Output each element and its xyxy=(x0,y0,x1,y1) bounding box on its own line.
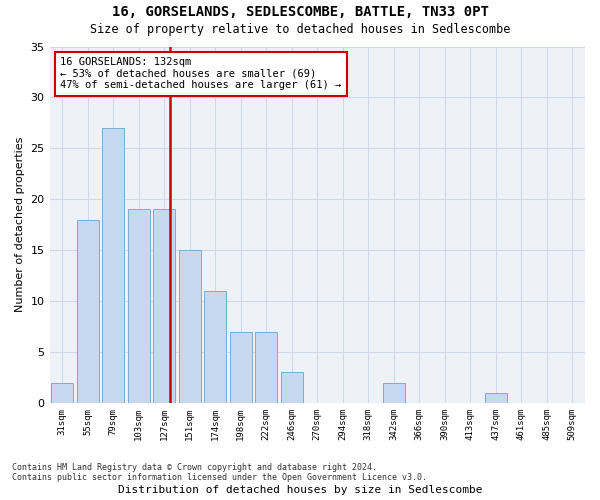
Bar xyxy=(256,332,277,403)
Bar xyxy=(154,210,175,403)
Bar xyxy=(77,220,98,403)
Bar xyxy=(383,382,404,403)
Y-axis label: Number of detached properties: Number of detached properties xyxy=(15,137,25,312)
Text: Contains HM Land Registry data © Crown copyright and database right 2024.: Contains HM Land Registry data © Crown c… xyxy=(12,464,377,472)
Bar xyxy=(205,291,226,403)
Bar xyxy=(179,250,200,403)
Text: Contains public sector information licensed under the Open Government Licence v3: Contains public sector information licen… xyxy=(12,474,427,482)
Text: 16, GORSELANDS, SEDLESCOMBE, BATTLE, TN33 0PT: 16, GORSELANDS, SEDLESCOMBE, BATTLE, TN3… xyxy=(112,5,488,19)
Text: Size of property relative to detached houses in Sedlescombe: Size of property relative to detached ho… xyxy=(90,22,510,36)
Bar xyxy=(52,382,73,403)
Bar xyxy=(230,332,251,403)
Text: Distribution of detached houses by size in Sedlescombe: Distribution of detached houses by size … xyxy=(118,485,482,495)
Bar xyxy=(103,128,124,403)
Bar xyxy=(485,392,506,403)
Bar xyxy=(281,372,302,403)
Text: 16 GORSELANDS: 132sqm
← 53% of detached houses are smaller (69)
47% of semi-deta: 16 GORSELANDS: 132sqm ← 53% of detached … xyxy=(60,57,341,90)
Bar xyxy=(128,210,149,403)
